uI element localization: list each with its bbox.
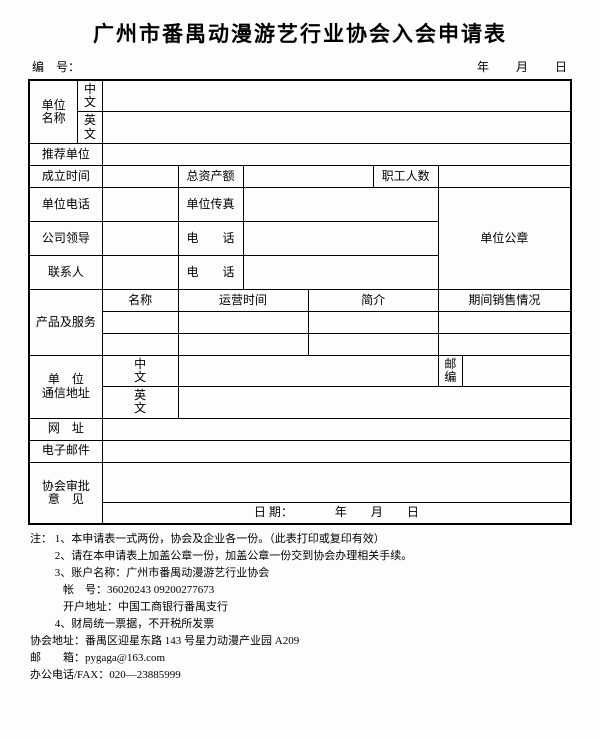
val-web xyxy=(102,418,571,440)
notes-block: 注： 1、本申请表一式两份，协会及企业各一份。（此表打印或复印有效） 2、请在本… xyxy=(28,531,572,684)
val-uphone xyxy=(102,187,178,221)
lbl-web: 网 址 xyxy=(29,418,102,440)
val-recommend xyxy=(102,143,571,165)
lbl-recommend: 推荐单位 xyxy=(29,143,102,165)
date-label: 年 月 日 xyxy=(477,58,568,75)
val-postcode xyxy=(463,355,571,386)
serial-label: 编 号： xyxy=(32,58,80,75)
lbl-emp: 职工人数 xyxy=(373,165,438,187)
lbl-product: 产品及服务 xyxy=(29,289,102,355)
val-unit-name-cn xyxy=(102,80,571,112)
val-email xyxy=(102,440,571,462)
lbl-uphone: 单位电话 xyxy=(29,187,102,221)
val-addr-en xyxy=(178,387,571,418)
lbl-phone1: 电 话 xyxy=(178,221,243,255)
lbl-ufax: 单位传真 xyxy=(178,187,243,221)
form-title: 广州市番禺动漫游艺行业协会入会申请表 xyxy=(28,18,572,48)
val-contact xyxy=(102,255,178,289)
val-unit-name-en xyxy=(102,112,571,143)
note-2: 2、请在本申请表上加盖公章一份，加盖公章一份交到协会办理相关手续。 xyxy=(30,548,572,565)
lbl-ps-intro: 简介 xyxy=(308,289,438,311)
lbl-postcode: 邮编 xyxy=(438,355,462,386)
lbl-addr-cn: 中文 xyxy=(102,355,178,386)
lbl-en: 英文 xyxy=(78,112,102,143)
note-3a: 帐 号：36020243 09200277673 xyxy=(30,582,572,599)
ps-name-2 xyxy=(102,333,178,355)
val-addr-cn xyxy=(178,355,438,386)
lbl-addr: 单 位通信地址 xyxy=(29,355,102,418)
application-table: 单位名称 中文 英文 推荐单位 成立时间 总资产额 职工人数 单位电话 单位传真 xyxy=(28,79,572,525)
lbl-ps-name: 名称 xyxy=(102,289,178,311)
val-est xyxy=(102,165,178,187)
lbl-ps-sales: 期间销售情况 xyxy=(438,289,571,311)
note-3b: 开户地址：中国工商银行番禺支行 xyxy=(30,599,572,616)
note-4: 4、财局统一票据，不开税所发票 xyxy=(30,616,572,633)
lbl-approval: 协会审批意 见 xyxy=(29,462,102,524)
val-ufax xyxy=(243,187,438,221)
ps-sales-1 xyxy=(438,311,571,333)
lbl-email: 电子邮件 xyxy=(29,440,102,462)
ps-name-1 xyxy=(102,311,178,333)
ps-intro-2 xyxy=(308,333,438,355)
note-addr: 协会地址：番禺区迎星东路 143 号星力动漫产业园 A209 xyxy=(30,633,572,650)
val-approval xyxy=(102,462,571,502)
approval-date: 日 期： 年 月 日 xyxy=(102,502,571,524)
lbl-cn: 中文 xyxy=(78,80,102,112)
lbl-assets: 总资产额 xyxy=(178,165,243,187)
meta-row: 编 号： 年 月 日 xyxy=(28,58,572,75)
ps-sales-2 xyxy=(438,333,571,355)
note-mail: 邮 箱：pygaga@163.com xyxy=(30,650,572,667)
lbl-unit-name: 单位名称 xyxy=(29,80,78,143)
lbl-phone2: 电 话 xyxy=(178,255,243,289)
note-phone: 办公电话/FAX：020—23885999 xyxy=(30,667,572,684)
ps-runtime-1 xyxy=(178,311,308,333)
val-phone1 xyxy=(243,221,438,255)
lbl-seal: 单位公章 xyxy=(438,187,571,289)
lbl-est: 成立时间 xyxy=(29,165,102,187)
lbl-contact: 联系人 xyxy=(29,255,102,289)
form-page: 广州市番禺动漫游艺行业协会入会申请表 编 号： 年 月 日 单位名称 中文 英文… xyxy=(0,0,600,739)
val-emp xyxy=(438,165,571,187)
lbl-addr-en: 英文 xyxy=(102,387,178,418)
val-leader xyxy=(102,221,178,255)
ps-runtime-2 xyxy=(178,333,308,355)
val-assets xyxy=(243,165,373,187)
lbl-ps-runtime: 运营时间 xyxy=(178,289,308,311)
ps-intro-1 xyxy=(308,311,438,333)
val-phone2 xyxy=(243,255,438,289)
lbl-leader: 公司领导 xyxy=(29,221,102,255)
note-header: 注： 1、本申请表一式两份，协会及企业各一份。（此表打印或复印有效） xyxy=(30,531,572,548)
note-3: 3、账户名称：广州市番禺动漫游艺行业协会 xyxy=(30,565,572,582)
